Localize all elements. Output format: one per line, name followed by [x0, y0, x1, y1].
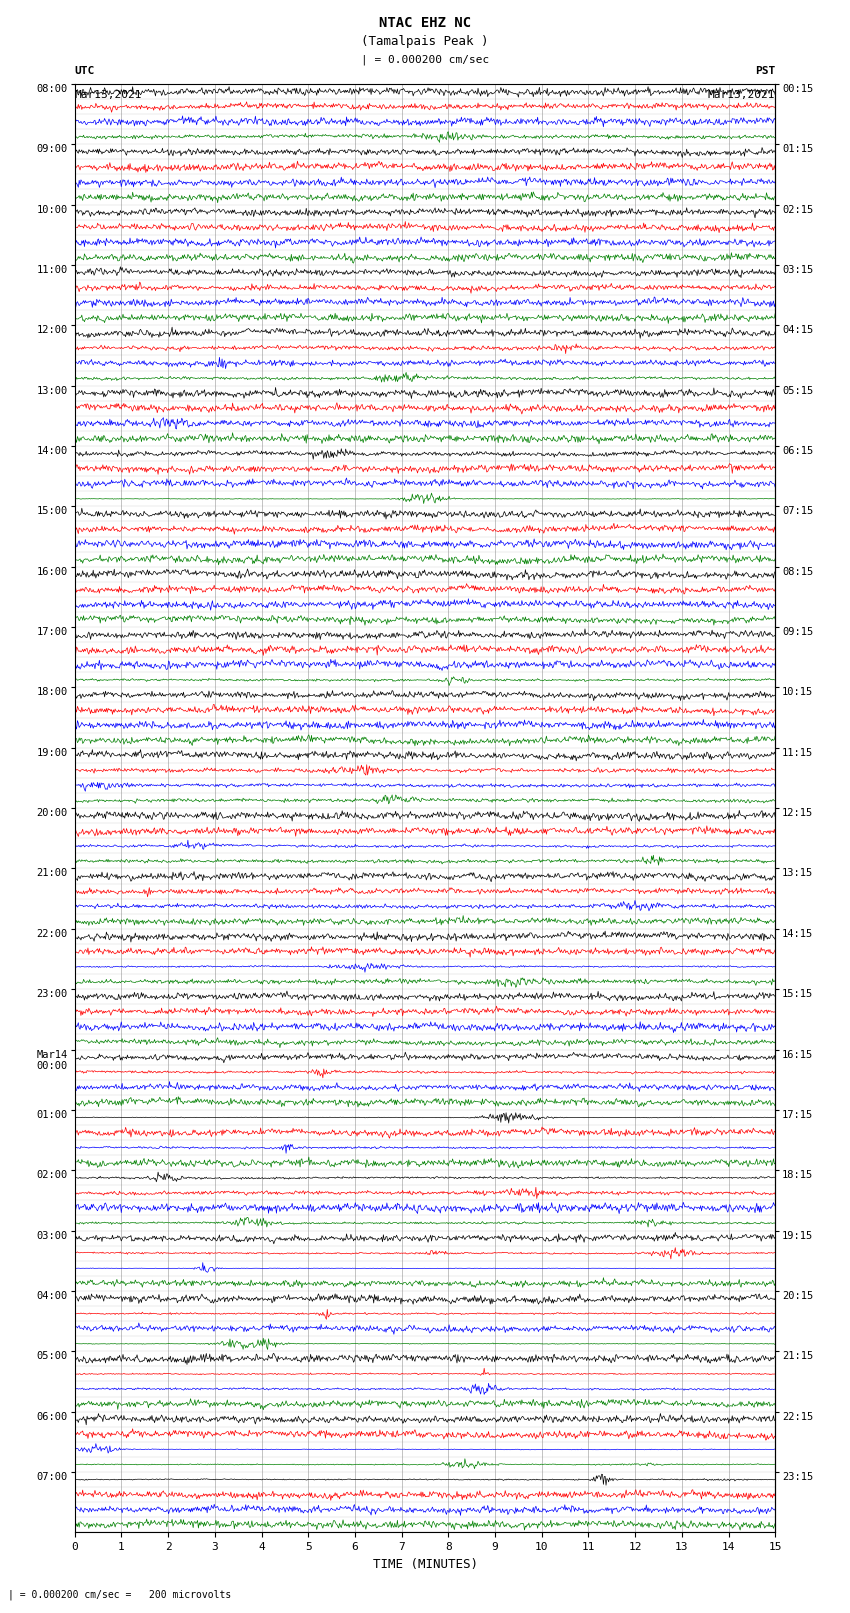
- Text: UTC: UTC: [75, 66, 95, 76]
- Text: Mar13,2021: Mar13,2021: [708, 90, 775, 100]
- Text: PST: PST: [755, 66, 775, 76]
- Text: NTAC EHZ NC: NTAC EHZ NC: [379, 16, 471, 31]
- X-axis label: TIME (MINUTES): TIME (MINUTES): [372, 1558, 478, 1571]
- Text: | = 0.000200 cm/sec: | = 0.000200 cm/sec: [361, 55, 489, 66]
- Text: | = 0.000200 cm/sec =   200 microvolts: | = 0.000200 cm/sec = 200 microvolts: [8, 1589, 232, 1600]
- Text: (Tamalpais Peak ): (Tamalpais Peak ): [361, 35, 489, 48]
- Text: Mar13,2021: Mar13,2021: [75, 90, 142, 100]
